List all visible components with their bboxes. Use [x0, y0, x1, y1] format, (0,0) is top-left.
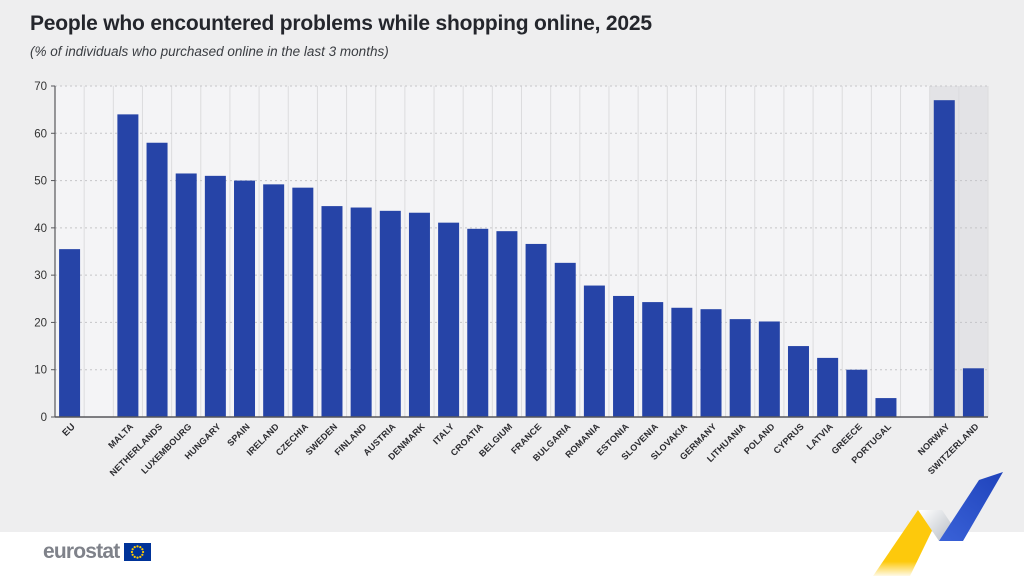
bar-lithuania: [729, 319, 751, 417]
bar-cyprus: [787, 346, 809, 417]
ribbon-yellow-stripe: [873, 510, 942, 576]
bar-czechia: [292, 187, 314, 417]
y-tick-label-50: 50: [34, 176, 47, 188]
chart-subtitle: (% of individuals who purchased online i…: [30, 44, 389, 59]
flag-star: [132, 548, 135, 551]
bar-poland: [758, 321, 780, 417]
x-label-luxembourg: LUXEMBOURG: [139, 421, 193, 475]
y-tick-label-60: 60: [34, 128, 47, 140]
bar-norway: [933, 100, 955, 417]
x-label-malta: MALTA: [106, 421, 135, 450]
bar-spain: [234, 180, 256, 417]
y-tick-label-30: 30: [34, 270, 47, 282]
bar-croatia: [467, 228, 489, 417]
eu-flag-icon: [124, 543, 152, 561]
y-tick-label-10: 10: [34, 365, 47, 377]
chart-title: People who encountered problems while sh…: [30, 12, 652, 35]
flag-star: [142, 550, 145, 554]
flag-star: [141, 553, 144, 556]
flag-star: [139, 546, 142, 549]
bar-netherlands: [146, 142, 168, 417]
flag-star: [139, 555, 142, 558]
y-tick-label-20: 20: [34, 317, 47, 329]
bar-italy: [438, 222, 460, 417]
bar-slovakia: [671, 307, 693, 417]
bar-germany: [700, 309, 722, 417]
bar-luxembourg: [175, 173, 197, 417]
bar-bulgaria: [554, 262, 576, 417]
x-label-italy: ITALY: [431, 421, 456, 446]
bar-greece: [846, 369, 868, 417]
eurostat-logo: eurostat: [43, 540, 152, 564]
bar-france: [525, 243, 547, 417]
bar-belgium: [496, 231, 518, 417]
eurostat-logo-text: eurostat: [43, 540, 120, 563]
x-label-cyprus: CYPRUS: [771, 421, 805, 455]
y-tick-label-40: 40: [34, 223, 47, 235]
x-label-eu: EU: [60, 421, 77, 438]
flag-star: [141, 548, 144, 551]
bar-austria: [379, 210, 401, 417]
x-label-netherlands: NETHERLANDS: [108, 421, 165, 478]
bar-ireland: [263, 184, 285, 417]
flag-star: [134, 555, 137, 558]
bar-sweden: [321, 206, 343, 417]
bar-malta: [117, 114, 139, 417]
bar-latvia: [817, 357, 839, 417]
bar-slovenia: [642, 302, 664, 417]
bar-switzerland: [962, 368, 984, 417]
eu-flag-stars: [131, 545, 145, 559]
bar-denmark: [408, 212, 430, 417]
bar-finland: [350, 207, 372, 417]
bar-estonia: [613, 295, 635, 417]
eu-flag-field: [124, 543, 152, 561]
footer: eurostat: [0, 532, 1024, 576]
bar-hungary: [204, 175, 226, 417]
bar-romania: [583, 285, 605, 417]
bar-portugal: [875, 398, 897, 417]
y-tick-label-70: 70: [34, 81, 47, 93]
flag-star: [131, 550, 134, 554]
flag-star: [134, 546, 137, 549]
flag-star: [136, 545, 140, 548]
x-label-poland: POLAND: [742, 421, 777, 456]
x-label-spain: SPAIN: [225, 421, 252, 448]
eurostat-ribbon-icon: [873, 472, 1003, 576]
flag-star: [132, 553, 135, 556]
y-tick-label-0: 0: [41, 412, 47, 424]
flag-star: [136, 556, 140, 559]
ribbon-blue-stripe: [939, 472, 1003, 541]
bar-eu: [59, 249, 81, 417]
